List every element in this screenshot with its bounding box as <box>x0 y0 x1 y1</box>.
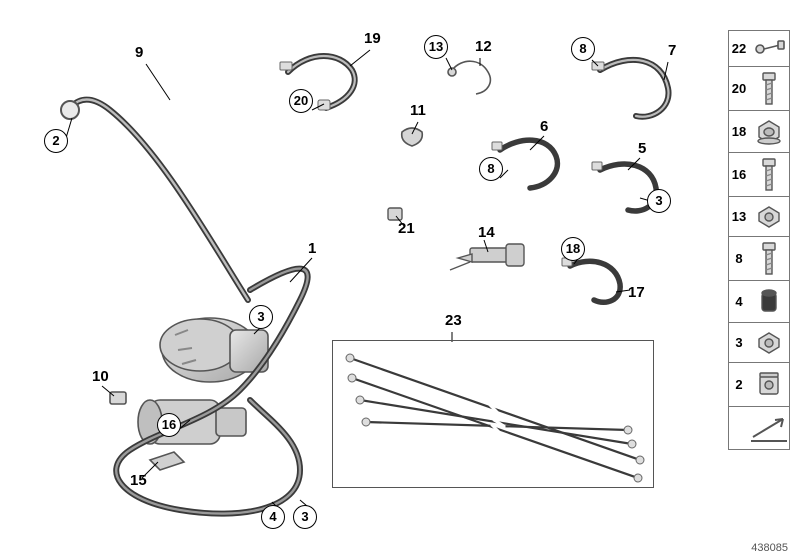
hw-label: 20 <box>729 81 749 96</box>
hw-label: 18 <box>729 124 749 139</box>
callout-1: 1 <box>308 240 316 257</box>
hw-label: 8 <box>729 251 749 266</box>
callout-21: 21 <box>398 220 415 237</box>
callout-17: 17 <box>628 284 645 301</box>
nut-h-icon <box>749 323 789 363</box>
callout-8: 8 <box>571 37 595 61</box>
clip-21 <box>388 208 402 220</box>
callout-18: 18 <box>561 237 585 261</box>
bolt-icon <box>749 155 789 195</box>
clip-12 <box>448 61 490 94</box>
hw-cell-16: 16 <box>728 152 790 196</box>
callout-15: 15 <box>130 472 147 489</box>
hw-cell-18: 18 <box>728 110 790 152</box>
hw-cell-22: 22 <box>728 30 790 66</box>
nut-s-icon <box>749 365 789 405</box>
bolt-icon <box>749 239 789 279</box>
callout-23: 23 <box>445 312 462 329</box>
arrow-icon <box>747 408 789 448</box>
callout-3: 3 <box>249 305 273 329</box>
callout-5: 5 <box>638 140 646 157</box>
callout-6: 6 <box>540 118 548 135</box>
hw-cell-13: 13 <box>728 196 790 236</box>
clip-icon <box>749 29 789 69</box>
callout-19: 19 <box>364 30 381 47</box>
callout-8: 8 <box>479 157 503 181</box>
callout-7: 7 <box>668 42 676 59</box>
hw-label: 3 <box>729 335 749 350</box>
callout-9: 9 <box>135 44 143 61</box>
hw-cell-arrow <box>728 406 790 450</box>
hw-label: 2 <box>729 377 749 392</box>
hw-cell-3: 3 <box>728 322 790 362</box>
hw-cell-2: 2 <box>728 362 790 406</box>
box-23 <box>332 340 654 488</box>
callout-4: 4 <box>261 505 285 529</box>
callout-3: 3 <box>647 189 671 213</box>
nut-f-icon <box>749 112 789 152</box>
hw-cell-20: 20 <box>728 66 790 110</box>
bolt-icon <box>749 69 789 109</box>
hardware-column: 22 20 18 16 13 8 4 3 2 <box>728 30 790 450</box>
hw-cell-4: 4 <box>728 280 790 322</box>
cable-7 <box>592 60 669 117</box>
bush-icon <box>749 282 789 322</box>
clip-11 <box>402 128 423 146</box>
callout-2: 2 <box>44 129 68 153</box>
hw-label: 4 <box>729 294 749 309</box>
cable-9 <box>61 100 248 300</box>
callout-3: 3 <box>293 505 317 529</box>
callout-12: 12 <box>475 38 492 55</box>
hw-label: 16 <box>729 167 749 182</box>
diagram-id: 438085 <box>751 542 788 554</box>
callout-20: 20 <box>289 89 313 113</box>
callout-13: 13 <box>424 35 448 59</box>
hw-label: 13 <box>729 209 749 224</box>
callout-16: 16 <box>157 413 181 437</box>
cable-17 <box>562 258 620 302</box>
nut-h-icon <box>749 197 789 237</box>
callout-10: 10 <box>92 368 109 385</box>
callout-14: 14 <box>478 224 495 241</box>
hw-cell-8: 8 <box>728 236 790 280</box>
callout-11: 11 <box>410 102 426 119</box>
hw-label: 22 <box>729 41 749 56</box>
